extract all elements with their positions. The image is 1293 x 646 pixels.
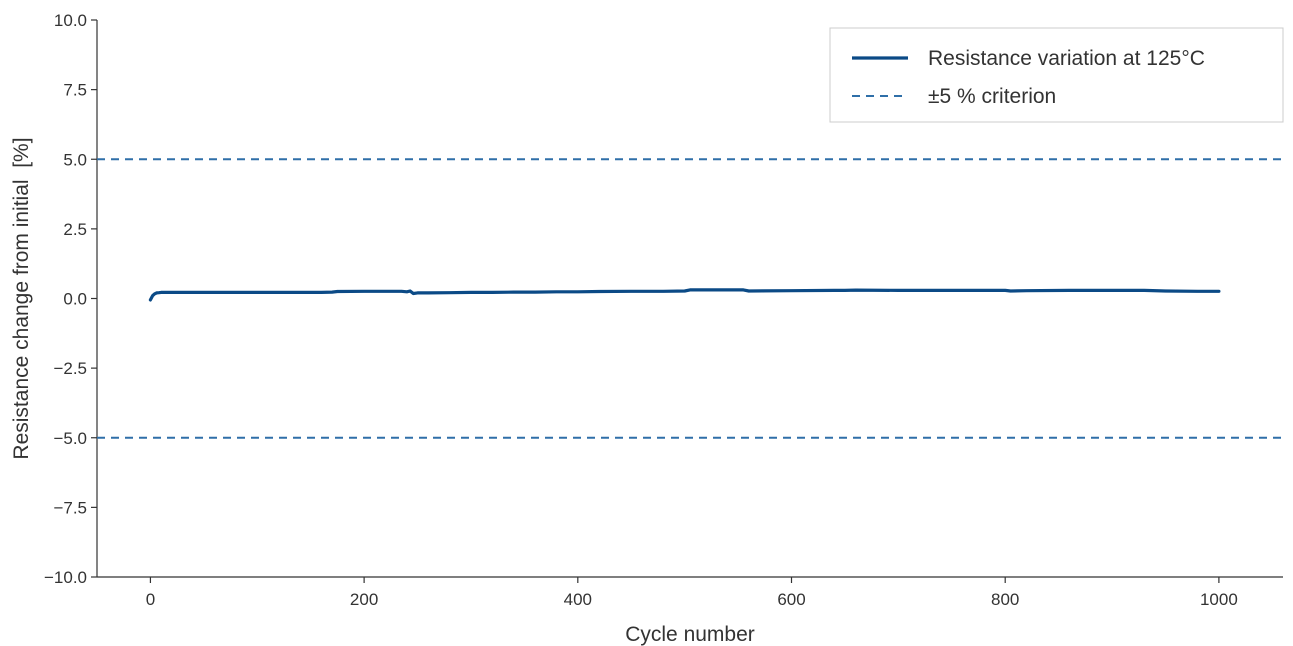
y-tick-label: −10.0 bbox=[44, 568, 87, 587]
y-tick-label: 7.5 bbox=[63, 81, 87, 100]
axes-layer: −10.0 −7.5 −5.0 −2.5 0.0 2.5 5.0 7.5 10.0 0 200 400… bbox=[10, 11, 1283, 646]
y-axis-title: Resistance change from initial [%] bbox=[10, 137, 33, 459]
legend-box bbox=[829, 27, 1284, 123]
y-tick-label: 2.5 bbox=[63, 220, 87, 239]
y-tick-label: 5.0 bbox=[63, 150, 87, 169]
y-tick-label: −5.0 bbox=[53, 429, 87, 448]
legend: Resistance variation at 125°C ±5 % criter… bbox=[829, 27, 1284, 123]
legend-label: ±5 % criterion bbox=[928, 85, 1056, 108]
y-tick-label: 0.0 bbox=[63, 290, 87, 309]
x-tick-label: 200 bbox=[350, 590, 378, 609]
y-tick-label: 10.0 bbox=[54, 11, 87, 30]
y-tick-label: −2.5 bbox=[53, 359, 87, 378]
y-tick-label: −7.5 bbox=[53, 498, 87, 517]
x-tick-label: 1000 bbox=[1200, 590, 1238, 609]
legend-label: Resistance variation at 125°C bbox=[928, 47, 1205, 70]
data-layer bbox=[97, 158, 1283, 439]
x-tick-label: 400 bbox=[564, 590, 592, 609]
x-axis-title: Cycle number bbox=[625, 623, 755, 646]
x-tick-label: 600 bbox=[777, 590, 805, 609]
resistance-series-line bbox=[148, 288, 1221, 302]
x-tick-label: 0 bbox=[146, 590, 155, 609]
x-tick-label: 800 bbox=[991, 590, 1019, 609]
